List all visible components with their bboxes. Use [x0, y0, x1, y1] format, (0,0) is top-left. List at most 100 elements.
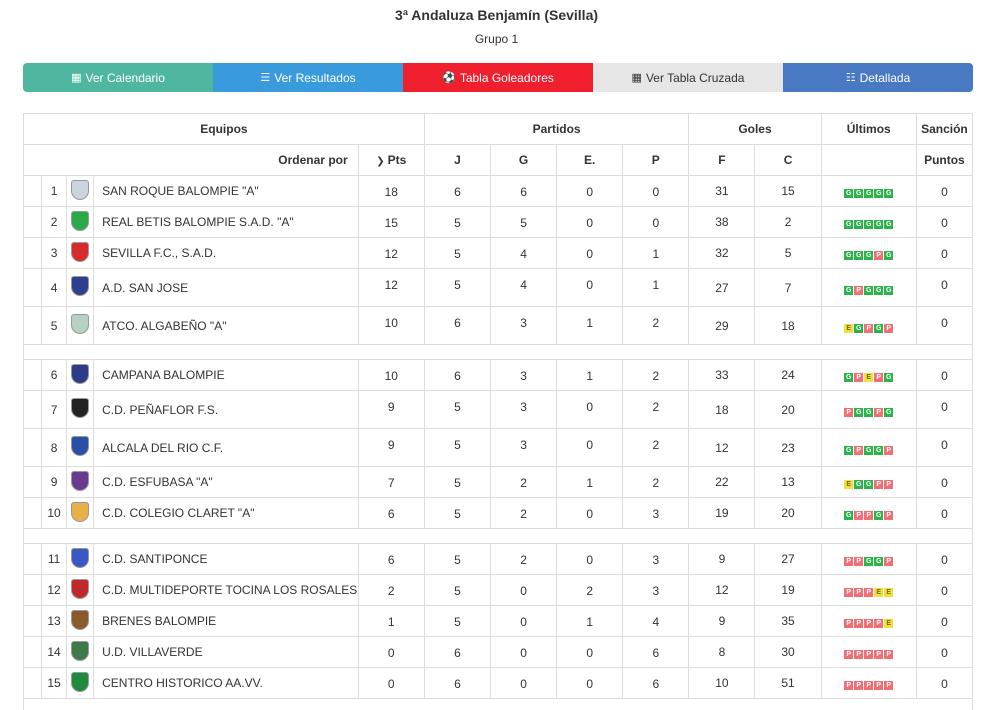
team-crest-cell — [66, 175, 95, 207]
chevron-down-icon: ❯ — [376, 156, 385, 167]
table-row[interactable]: 10 C.D. COLEGIO CLARET "A" 6 5 2 0 3 19 20 G P P G P 0 — [22, 497, 974, 529]
drawn-cell: 0 — [556, 390, 624, 429]
lost-cell: 6 — [622, 636, 690, 668]
team-name-link[interactable]: SAN ROQUE BALOMPIE "A" — [93, 175, 359, 207]
result-badge: E — [874, 588, 884, 597]
grid-icon: ▦ — [631, 72, 642, 84]
sort-pts-header[interactable]: ❯ Pts — [357, 144, 425, 176]
detailed-button-label: Detallada — [859, 70, 911, 85]
team-name-link[interactable]: ALCALA DEL RIO C.F. — [93, 428, 359, 467]
won-cell: 0 — [489, 636, 558, 668]
position-cell: 15 — [41, 667, 68, 699]
sanction-cell: 0 — [915, 359, 974, 391]
result-badge: P — [844, 407, 854, 417]
team-name-link[interactable]: U.D. VILLAVERDE — [93, 636, 359, 668]
position-cell: 7 — [41, 390, 68, 429]
won-cell: 2 — [489, 466, 558, 498]
table-row[interactable]: 14 U.D. VILLAVERDE 0 6 0 0 6 8 30 P P P P P 0 — [22, 636, 974, 668]
detailed-button[interactable]: ☷ Detallada — [783, 63, 973, 92]
position-cell: 1 — [41, 175, 68, 207]
goals-for-cell: 33 — [688, 359, 756, 391]
result-badge: P — [864, 323, 874, 333]
shield-icon — [71, 609, 90, 630]
result-badge: G — [844, 373, 854, 382]
calendar-button[interactable]: ▦ Ver Calendario — [23, 63, 213, 92]
team-name-link[interactable]: C.D. PEÑAFLOR F.S. — [93, 390, 359, 429]
table-row[interactable]: 9 C.D. ESFUBASA "A" 7 5 2 1 2 22 13 E G G P P 0 — [22, 466, 974, 498]
result-badge: E — [864, 373, 874, 382]
spacer-cell — [22, 466, 43, 498]
position-cell: 3 — [41, 237, 68, 269]
cross-table-button[interactable]: ▦ Ver Tabla Cruzada — [593, 63, 783, 92]
result-badge: P — [874, 650, 884, 659]
team-crest-cell — [66, 359, 95, 391]
team-name-link[interactable]: SEVILLA F.C., S.A.D. — [93, 237, 359, 269]
shield-icon — [71, 314, 90, 334]
spacer-cell — [22, 636, 43, 668]
position-cell: 8 — [41, 428, 68, 467]
section-separator — [23, 528, 973, 544]
table-row[interactable]: 7 C.D. PEÑAFLOR F.S. 9 5 3 0 2 18 20 P G G P G 0 — [22, 390, 974, 429]
goals-against-cell: 23 — [754, 428, 822, 467]
table-row[interactable]: 2 REAL BETIS BALOMPIE S.A.D. "A" 15 5 5 0 0 38 2… — [22, 206, 974, 238]
scorers-button[interactable]: ⚽ Tabla Goleadores — [403, 63, 593, 92]
result-badge: G — [874, 285, 884, 295]
team-name-link[interactable]: ATCO. ALGABEÑO "A" — [93, 306, 359, 345]
table-row[interactable]: 13 BRENES BALOMPIE 1 5 0 1 4 9 35 P P P P E 0 — [22, 605, 974, 637]
points-cell: 7 — [357, 466, 425, 498]
goals-for-cell: 18 — [688, 390, 756, 429]
goals-against-cell: 20 — [754, 390, 822, 429]
points-cell: 0 — [357, 636, 425, 668]
result-badge: G — [884, 407, 894, 417]
result-badge: E — [884, 588, 894, 597]
won-cell: 3 — [489, 359, 558, 391]
shield-icon — [71, 210, 90, 231]
result-badge: P — [884, 480, 894, 489]
position-cell: 9 — [41, 466, 68, 498]
table-row[interactable]: 8 ALCALA DEL RIO C.F. 9 5 3 0 2 12 23 G P G G P 0 — [22, 428, 974, 467]
points-cell: 15 — [357, 206, 425, 238]
team-name-link[interactable]: A.D. SAN JOSE — [93, 268, 359, 307]
table-row[interactable]: 11 C.D. SANTIPONCE 6 5 2 0 3 9 27 P P G G P 0 — [22, 543, 974, 575]
team-name-link[interactable]: C.D. MULTIDEPORTE TOCINA LOS ROSALES — [93, 574, 359, 606]
goals-against-cell: 7 — [754, 268, 822, 307]
team-name-link[interactable]: BRENES BALOMPIE — [93, 605, 359, 637]
table-row[interactable]: 1 SAN ROQUE BALOMPIE "A" 18 6 6 0 0 31 15 G G G G G 0 — [22, 175, 974, 207]
table-row[interactable]: 3 SEVILLA F.C., S.A.D. 12 5 4 0 1 32 5 G G G P G 0 — [22, 237, 974, 269]
results-button[interactable]: ☰ Ver Resultados — [213, 63, 403, 92]
team-name-link[interactable]: C.D. COLEGIO CLARET "A" — [93, 497, 359, 529]
drawn-cell: 0 — [556, 497, 624, 529]
goals-against-cell: 24 — [754, 359, 822, 391]
drawn-cell: 1 — [556, 466, 624, 498]
header-equipos: Equipos — [23, 113, 425, 145]
team-name-link[interactable]: CENTRO HISTORICO AA.VV. — [93, 667, 359, 699]
team-name-link[interactable]: C.D. SANTIPONCE — [93, 543, 359, 575]
played-cell: 6 — [423, 175, 491, 207]
shield-icon — [71, 436, 90, 456]
team-name-link[interactable]: C.D. ESFUBASA "A" — [93, 466, 359, 498]
table-row[interactable]: 6 CAMPANA BALOMPIE 10 6 3 1 2 33 24 G P E P G 0 — [22, 359, 974, 391]
list-alt-icon: ☷ — [845, 72, 856, 84]
spacer-cell — [22, 605, 43, 637]
header-c: C — [754, 144, 822, 176]
team-name-link[interactable]: REAL BETIS BALOMPIE S.A.D. "A" — [93, 206, 359, 238]
points-cell: 1 — [357, 605, 425, 637]
team-crest-cell — [66, 268, 95, 307]
table-row[interactable]: 15 CENTRO HISTORICO AA.VV. 0 6 0 0 6 10 51 P P P P P 0 — [22, 667, 974, 699]
table-row[interactable]: 12 C.D. MULTIDEPORTE TOCINA LOS ROSALES 2 5… — [22, 574, 974, 606]
points-cell: 9 — [357, 428, 425, 467]
team-crest-cell — [66, 237, 95, 269]
team-name-link[interactable]: CAMPANA BALOMPIE — [93, 359, 359, 391]
table-row[interactable]: 5 ATCO. ALGABEÑO "A" 10 6 3 1 2 29 18 E G P G P 0 — [22, 306, 974, 345]
spacer-cell — [22, 268, 43, 307]
result-badge: G — [854, 220, 864, 229]
won-cell: 4 — [489, 237, 558, 269]
header-p: P — [622, 144, 690, 176]
table-row[interactable]: 4 A.D. SAN JOSE 12 5 4 0 1 27 7 G P G G G 0 — [22, 268, 974, 307]
result-badge: G — [844, 445, 854, 455]
goals-for-cell: 9 — [688, 543, 756, 575]
